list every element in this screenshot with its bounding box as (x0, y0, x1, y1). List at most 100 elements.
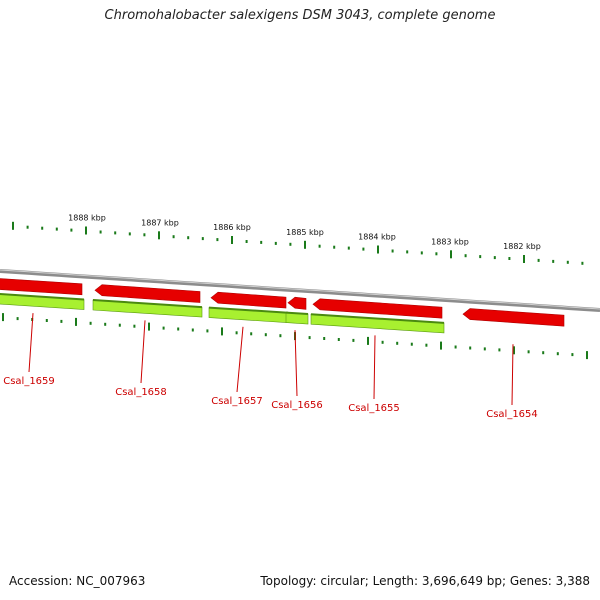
scale-tick (323, 337, 326, 340)
scale-tick (104, 322, 107, 326)
scale-tick (513, 346, 515, 355)
scale-tick (396, 341, 399, 345)
gene-leader-line (140, 320, 146, 384)
scale-tick (318, 244, 321, 248)
gene-label[interactable]: Csal_1659 (3, 376, 55, 387)
scale-tick (523, 255, 525, 263)
scale-tick (114, 231, 117, 235)
scale-tick (337, 338, 340, 341)
kbp-label: 1885 kbp (286, 228, 324, 237)
scale-tick (221, 327, 223, 336)
kbp-label-track: 1888 kbp 1887 kbp 1886 kbp 1885 kbp 1884 kbp… (68, 214, 541, 251)
topology-label: Topology: circular; Length: 3,696,649 bp… (260, 574, 590, 588)
scale-tick (16, 317, 19, 321)
scale-tick (26, 225, 29, 229)
gene-leader-line (511, 344, 514, 406)
backbone-line (0, 269, 600, 312)
scale-tick (381, 340, 384, 344)
scale-tick (216, 238, 219, 242)
gene-label[interactable]: Csal_1658 (115, 387, 167, 398)
scale-tick (158, 231, 160, 240)
scale-tick (420, 251, 423, 255)
gene-arrow[interactable] (312, 298, 443, 319)
scale-tick (70, 228, 73, 232)
scale-tick (493, 256, 496, 260)
scale-tick (571, 353, 574, 357)
gene-arrow[interactable] (462, 308, 565, 327)
kbp-label: 1884 kbp (358, 233, 396, 242)
scale-tick (581, 261, 584, 265)
scale-tick (391, 249, 394, 253)
cds-bar-edge (285, 311, 309, 315)
scale-tick (89, 321, 92, 325)
scale-tick (537, 258, 540, 262)
scale-tick (187, 236, 190, 240)
scale-tick (450, 250, 452, 259)
gene-arrow[interactable] (94, 284, 201, 303)
accession-label: Accession: NC_007963 (9, 574, 146, 588)
scale-tick (172, 235, 175, 239)
scale-tick (377, 245, 379, 254)
scale-tick (177, 327, 180, 331)
scale-tick (245, 240, 248, 243)
kbp-label: 1882 kbp (503, 242, 541, 251)
lower-tick-track (2, 313, 588, 360)
gene-label[interactable]: Csal_1657 (211, 396, 263, 407)
cds-track (0, 293, 445, 334)
scale-tick (191, 328, 194, 332)
upper-tick-track (12, 221, 584, 265)
cds-bar-edge (208, 306, 289, 314)
gene-leader-line (294, 330, 298, 397)
gene-arrow[interactable] (210, 291, 287, 309)
cds-bar-edge (92, 299, 203, 309)
gene-track (0, 278, 565, 327)
scale-tick (454, 345, 457, 349)
cds-bar-edge (310, 313, 445, 324)
scale-tick (128, 232, 131, 236)
scale-tick (362, 247, 365, 251)
scale-tick (527, 350, 530, 354)
gene-label[interactable]: Csal_1656 (271, 400, 323, 411)
scale-tick (469, 346, 472, 350)
scale-tick (308, 336, 311, 340)
scale-tick (75, 317, 77, 326)
scale-tick (2, 313, 4, 322)
cds-bar-edge (0, 293, 85, 301)
scale-tick (483, 347, 486, 351)
scale-tick (552, 259, 555, 263)
gene-leader-line (28, 313, 34, 373)
scale-tick (148, 322, 150, 331)
scale-tick (464, 254, 467, 258)
scale-tick (410, 342, 413, 346)
scale-tick (264, 333, 267, 337)
gene-label[interactable]: Csal_1654 (486, 409, 538, 420)
genome-title: Chromohalobacter salexigens DSM 3043, co… (104, 8, 496, 23)
scale-tick (118, 323, 121, 327)
scale-tick (85, 226, 87, 235)
scale-tick (498, 348, 501, 352)
scale-tick (279, 334, 282, 338)
gene-leader-line (373, 335, 376, 400)
scale-tick (479, 255, 482, 259)
gene-label[interactable]: Csal_1655 (348, 403, 400, 414)
scale-tick (143, 233, 146, 237)
scale-tick (435, 252, 438, 256)
kbp-label: 1888 kbp (68, 214, 106, 223)
scale-tick (250, 332, 253, 336)
scale-tick (12, 221, 14, 230)
scale-tick (566, 260, 569, 264)
gene-arrow[interactable] (0, 278, 83, 296)
scale-tick (289, 242, 292, 246)
scale-tick (425, 343, 428, 347)
genome-backbone (0, 269, 600, 312)
scale-tick (133, 324, 136, 328)
scale-tick (274, 241, 277, 245)
scale-tick (352, 338, 355, 342)
backbone-highlight (0, 269, 600, 310)
scale-tick (260, 240, 263, 244)
gene-arrow[interactable] (287, 296, 307, 310)
scale-tick (542, 351, 545, 355)
scale-tick (586, 351, 588, 360)
gene-label-track: Csal_1659 Csal_1658 Csal_1657 Csal_1656 Csal… (3, 313, 538, 420)
